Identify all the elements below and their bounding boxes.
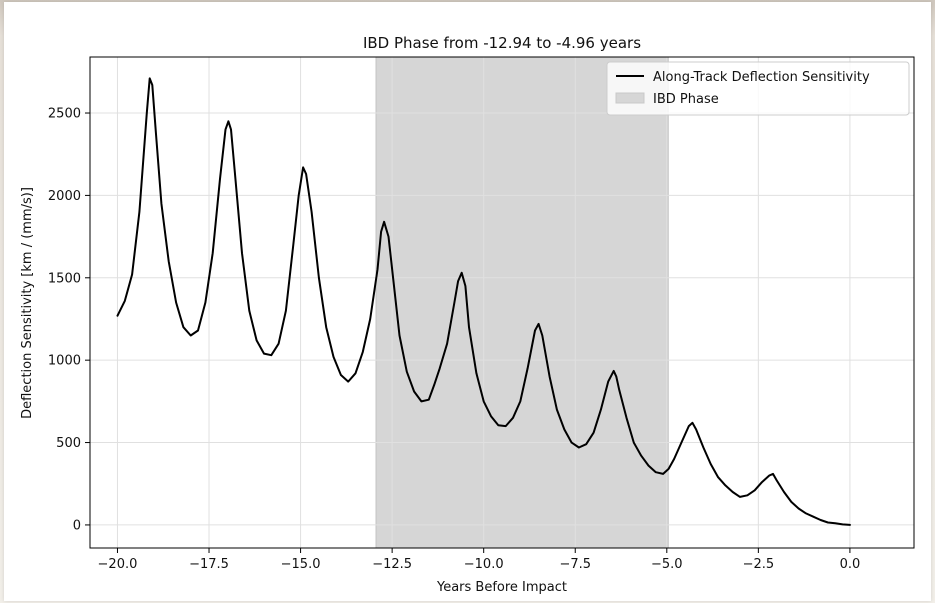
y-tick-label: 2500: [48, 107, 81, 122]
ibd-phase-band: [375, 56, 669, 549]
x-axis-label: Years Before Impact: [436, 580, 567, 595]
plot-area: −20.0 −17.5 −15.0 −12.5 −10.0 −7.5 −5.0 −2.5 0.0…: [48, 56, 915, 572]
x-tick-label: 0.0: [840, 557, 861, 572]
x-tick-label: −7.5: [559, 557, 591, 572]
x-tick-label: −15.0: [281, 557, 321, 572]
axes-frame: [89, 56, 915, 549]
chart-title: IBD Phase from -12.94 to -4.96 years: [363, 34, 641, 52]
legend-patch-label: IBD Phase: [653, 92, 719, 107]
x-tick-label: −10.0: [464, 557, 504, 572]
x-tick-label: −5.0: [651, 557, 683, 572]
y-tick-label: 2000: [48, 189, 81, 204]
series-line-deflection-sensitivity: [116, 77, 851, 526]
y-tick-label: 1000: [48, 354, 81, 369]
x-tick-label: −17.5: [189, 557, 229, 572]
x-tick-label: −2.5: [743, 557, 775, 572]
y-tick-label: 500: [56, 436, 81, 451]
legend: Along-Track Deflection Sensitivity IBD P…: [606, 61, 910, 116]
y-tick-label: 1500: [48, 271, 81, 286]
legend-line-label: Along-Track Deflection Sensitivity: [653, 70, 870, 85]
legend-frame: [606, 61, 910, 116]
x-tick-label: −12.5: [372, 557, 412, 572]
x-tick-label: −20.0: [98, 557, 138, 572]
y-axis-label: Deflection Sensitivity [km / (mm/s)]: [20, 187, 35, 419]
legend-patch-swatch: [615, 92, 645, 104]
y-tick-label: 0: [73, 518, 81, 533]
